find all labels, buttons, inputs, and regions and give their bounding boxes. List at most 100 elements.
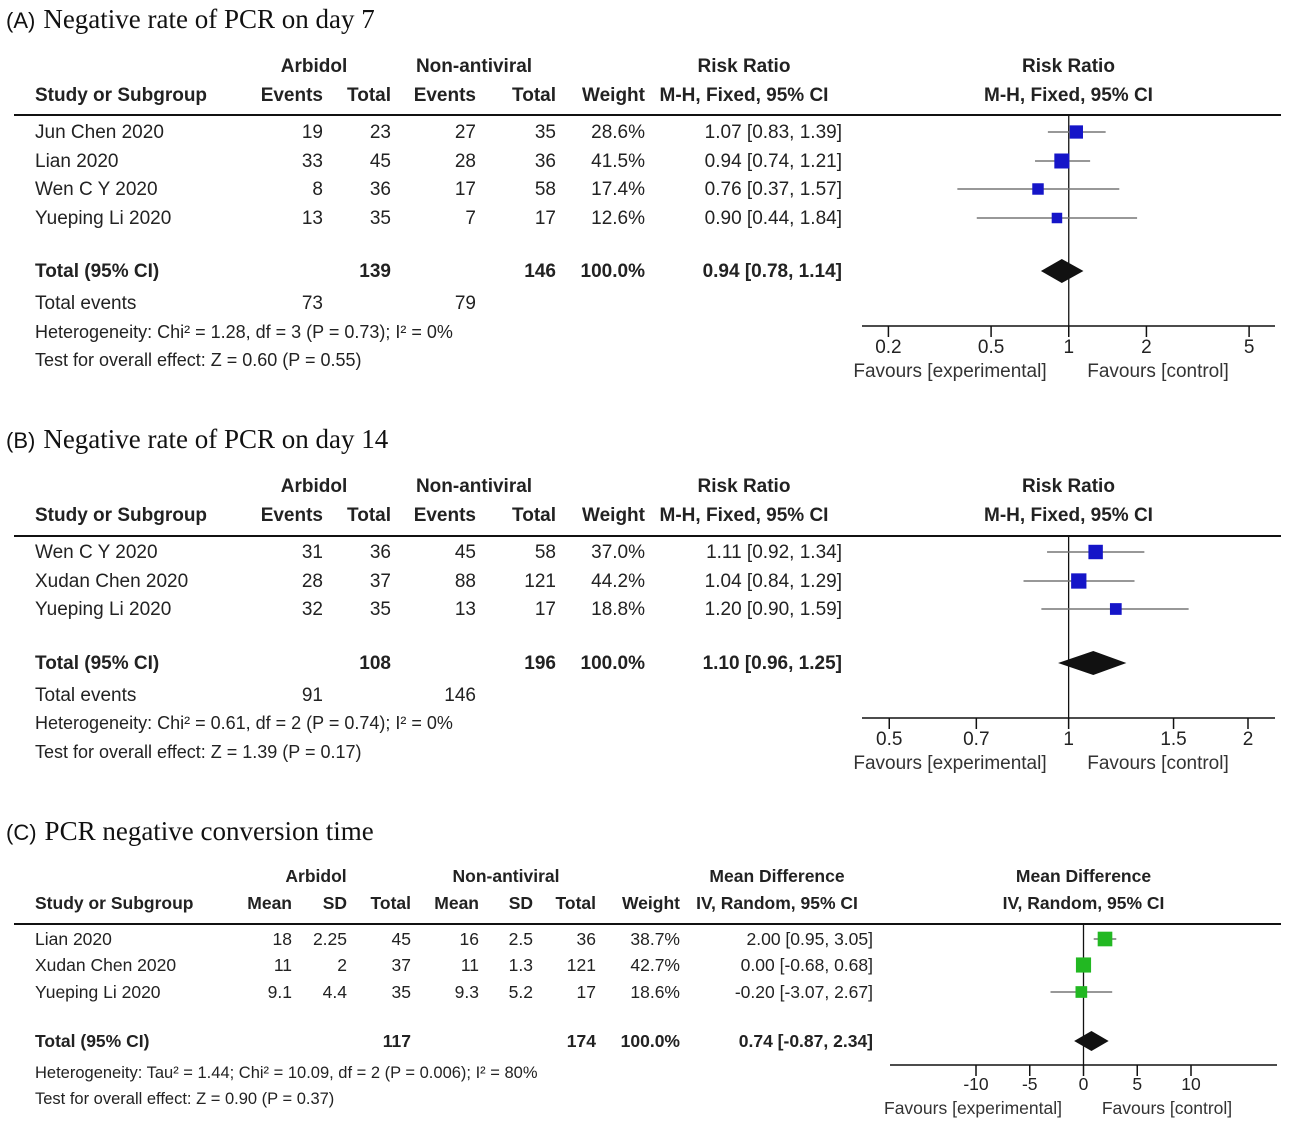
column-header: Events: [414, 505, 476, 526]
effect-ci-text: 2.00 [0.95, 3.05]: [747, 929, 874, 949]
pooled-estimate-diamond: [1058, 651, 1127, 675]
forest-plot-panel-b: (B) Negative rate of PCR on day 14 Arbido…: [0, 420, 1297, 790]
plot-measure-header: Risk Ratio: [1022, 476, 1115, 497]
study-name: Wen C Y 2020: [35, 542, 158, 563]
x-tick-label: -10: [963, 1074, 989, 1094]
plot-method-header: M-H, Fixed, 95% CI: [984, 85, 1153, 106]
forest-plot-figure: Arbidol Non-antiviral Risk Ratio Risk Ratio…: [14, 56, 1281, 382]
table-cell: 58: [535, 179, 556, 200]
panel-label: (C): [6, 820, 37, 845]
heterogeneity-text: Heterogeneity: Chi² = 0.61, df = 2 (P = …: [35, 713, 453, 733]
table-cell: 35: [370, 208, 391, 229]
column-header-weight: Weight: [582, 505, 646, 526]
column-header: SD: [509, 893, 533, 913]
total-events-cell: 91: [302, 685, 323, 706]
effect-measure-header: Mean Difference: [709, 866, 844, 886]
column-header: Total: [347, 85, 391, 106]
x-tick-label: 0.2: [875, 337, 901, 358]
effect-ci-text: 0.94 [0.74, 1.21]: [705, 151, 842, 172]
table-cell: 32: [302, 599, 323, 620]
table-cell: 11: [274, 955, 292, 975]
table-cell: 2.5: [509, 929, 533, 949]
weight-value: 44.2%: [591, 571, 645, 592]
forest-plot-figure: Arbidol Non-antiviral Risk Ratio Risk Ratio…: [14, 476, 1281, 774]
table-cell: 18: [273, 929, 292, 949]
effect-ci-text: 1.11 [0.92, 1.34]: [706, 542, 842, 563]
x-tick-label: 0.5: [876, 729, 902, 750]
effect-ci-text: 0.00 [-0.68, 0.68]: [741, 955, 873, 975]
study-name: Yueping Li 2020: [35, 599, 171, 620]
favours-left-label: Favours [experimental]: [853, 753, 1046, 774]
study-name: Wen C Y 2020: [35, 179, 158, 200]
plot-measure-header: Risk Ratio: [1022, 56, 1115, 77]
study-estimate-square: [1069, 125, 1083, 139]
table-cell: 36: [535, 151, 556, 172]
table-cell: 11: [461, 955, 479, 975]
table-cell: 17: [535, 208, 556, 229]
column-header: Events: [261, 505, 323, 526]
group-header-experimental: Arbidol: [281, 56, 348, 77]
table-cell: 37: [370, 571, 391, 592]
column-header: Total: [370, 893, 411, 913]
x-tick-label: 5: [1244, 337, 1255, 358]
panel-heading: PCR negative conversion time: [44, 816, 374, 846]
total-weight: 100.0%: [581, 261, 646, 282]
forest-plot-panel-c: (C) PCR negative conversion time Arbidol N…: [0, 812, 1297, 1121]
effect-ci-text: 0.76 [0.37, 1.57]: [705, 179, 842, 200]
column-header: Total: [347, 505, 391, 526]
table-cell: 17: [535, 599, 556, 620]
effect-ci-text: 0.90 [0.44, 1.84]: [705, 208, 842, 229]
column-header: Events: [414, 85, 476, 106]
table-cell: 35: [535, 122, 556, 143]
table-cell: 36: [370, 179, 391, 200]
heterogeneity-text: Heterogeneity: Chi² = 1.28, df = 3 (P = …: [35, 322, 453, 342]
total-events-cell: 79: [455, 293, 476, 314]
favours-left-label: Favours [experimental]: [884, 1098, 1062, 1118]
column-header-method: IV, Random, 95% CI: [696, 893, 858, 913]
group-header-control: Non-antiviral: [453, 866, 560, 886]
column-header: Total: [512, 505, 556, 526]
forest-plot-figure: Arbidol Non-antiviral Mean Difference Mean …: [14, 866, 1281, 1118]
effect-ci-text: 1.04 [0.84, 1.29]: [705, 571, 842, 592]
x-tick-label: -5: [1022, 1074, 1038, 1094]
x-tick-label: 0.5: [978, 337, 1004, 358]
total-cell: 174: [567, 1031, 596, 1051]
panel-heading: Negative rate of PCR on day 14: [43, 424, 389, 454]
column-header: Mean: [434, 893, 479, 913]
group-header-experimental: Arbidol: [281, 476, 348, 497]
study-estimate-square: [1054, 153, 1070, 169]
study-estimate-square: [1071, 573, 1087, 589]
table-cell: 7: [465, 208, 476, 229]
weight-value: 18.8%: [591, 599, 645, 620]
weight-value: 37.0%: [591, 542, 645, 563]
weight-value: 12.6%: [591, 208, 645, 229]
weight-value: 18.6%: [630, 982, 680, 1002]
forest-plot-panel-a: (A) Negative rate of PCR on day 7 Arbidol…: [0, 0, 1297, 400]
overall-effect-text: Test for overall effect: Z = 0.90 (P = 0…: [35, 1090, 334, 1108]
overall-effect-text: Test for overall effect: Z = 1.39 (P = 0…: [35, 742, 362, 762]
x-tick-label: 2: [1141, 337, 1152, 358]
study-name: Jun Chen 2020: [35, 122, 164, 143]
panel-label: (A): [6, 8, 36, 33]
study-estimate-square: [1051, 212, 1063, 224]
table-cell: 35: [370, 599, 391, 620]
total-cell: 117: [383, 1031, 411, 1051]
total-ci-text: 0.94 [0.78, 1.14]: [703, 261, 842, 282]
total-ci-text: 0.74 [-0.87, 2.34]: [739, 1031, 873, 1051]
study-estimate-square: [1088, 544, 1103, 560]
study-name: Xudan Chen 2020: [35, 955, 176, 975]
study-estimate-square: [1097, 931, 1113, 947]
effect-ci-text: 1.20 [0.90, 1.59]: [705, 599, 842, 620]
table-cell: 28: [455, 151, 476, 172]
total-ci-text: 1.10 [0.96, 1.25]: [703, 653, 842, 674]
study-name: Yueping Li 2020: [35, 208, 171, 229]
column-header-weight: Weight: [622, 893, 680, 913]
total-events-cell: 146: [444, 685, 476, 706]
table-cell: 9.1: [268, 982, 292, 1002]
plot-measure-header: Mean Difference: [1016, 866, 1151, 886]
table-cell: 45: [455, 542, 476, 563]
study-estimate-square: [1109, 603, 1122, 615]
table-cell: 2.25: [313, 929, 347, 949]
table-cell: 17: [577, 982, 596, 1002]
favours-left-label: Favours [experimental]: [853, 361, 1046, 382]
